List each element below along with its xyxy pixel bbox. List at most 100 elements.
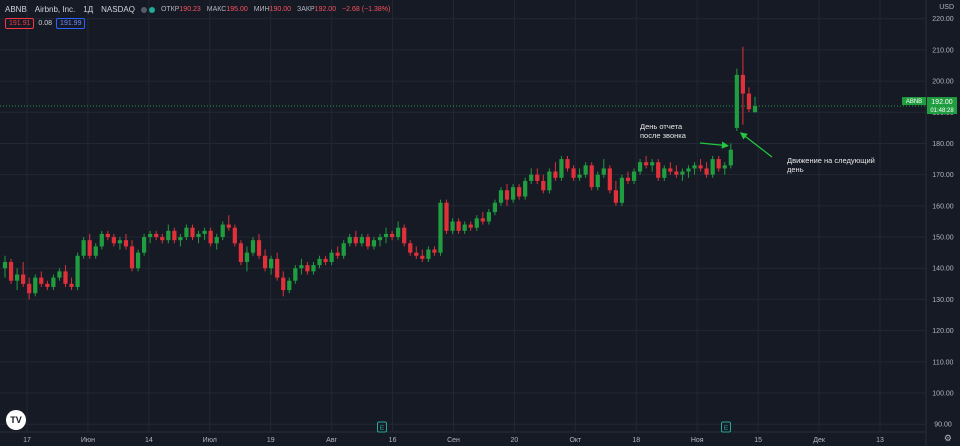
x-tick-label: 20	[511, 437, 519, 444]
candle-body	[420, 255, 425, 259]
currency-selector[interactable]: USD	[939, 4, 954, 11]
candle-body	[571, 168, 576, 178]
candle-body	[474, 218, 479, 228]
symbol-ticker[interactable]: ABNB	[5, 5, 27, 14]
candle-body	[135, 252, 141, 269]
candle-body	[238, 243, 244, 263]
candle-body	[166, 230, 171, 241]
candle-body	[613, 190, 619, 203]
exchange: NASDAQ	[101, 5, 135, 14]
candle-body	[408, 243, 413, 253]
buy-button[interactable]: 191.99	[56, 18, 86, 29]
candle-body	[371, 240, 377, 247]
y-tick-label: 150.00	[932, 235, 954, 242]
status-dots	[140, 6, 155, 13]
candle-body	[87, 240, 92, 256]
x-tick-label: 17	[23, 437, 31, 444]
candle-body	[559, 159, 564, 178]
x-tick-label: 15	[754, 437, 762, 444]
candle-body	[668, 168, 673, 172]
y-tick-label: 100.00	[932, 391, 954, 398]
candle-body	[220, 224, 225, 238]
candle-body	[553, 171, 558, 178]
candle-body	[383, 233, 389, 238]
y-tick-label: 220.00	[932, 16, 954, 23]
candle-body	[244, 252, 250, 263]
candle-body	[492, 202, 498, 213]
time-axis[interactable]: 17 Июн 14 Июл 19 Авг 16 Сен 20 Окт 18 Ноя 15 Дек 13	[0, 431, 926, 444]
candle-body	[347, 237, 352, 244]
candle-body	[317, 258, 322, 266]
y-tick-label: 120.00	[932, 328, 954, 335]
candle-body	[117, 240, 123, 244]
candle-body	[752, 106, 758, 113]
candle-body	[595, 174, 600, 188]
y-tick-label: 180.00	[932, 141, 954, 148]
candle-body	[686, 168, 691, 172]
candle-body	[93, 246, 98, 256]
y-tick-label: 210.00	[932, 47, 954, 54]
last-price-symbol: ABNB	[906, 99, 922, 105]
candle-body	[480, 218, 485, 222]
candle-body	[601, 168, 606, 175]
candle-body	[577, 174, 582, 178]
candle-body	[438, 202, 443, 253]
candle-body	[710, 159, 715, 175]
candle-body	[674, 171, 679, 175]
candle-body	[377, 237, 383, 241]
candle-body	[353, 237, 358, 244]
earnings-marker-label: E	[724, 425, 729, 432]
settings-gear-icon[interactable]: ⚙	[943, 433, 952, 443]
candle-body	[154, 233, 159, 238]
candle-body	[716, 159, 721, 169]
candle-body	[432, 249, 437, 253]
candle-body	[637, 162, 643, 172]
price-axis[interactable]: 90.00 100.00 110.00 120.00 130.00 140.00 150.0…	[925, 0, 954, 446]
candle-body	[202, 230, 207, 234]
candle-body	[14, 274, 20, 281]
earnings-marker-label: E	[380, 425, 385, 432]
candle-body	[299, 265, 304, 269]
x-tick-label: Сен	[447, 437, 460, 444]
candle-body	[287, 280, 292, 291]
report-day-label: после звонка	[640, 131, 687, 140]
x-tick-label: 18	[632, 437, 640, 444]
candle-body	[45, 283, 50, 287]
close-value: 192.00	[314, 6, 337, 13]
candle-body	[75, 255, 80, 287]
candle-body	[389, 233, 395, 238]
y-tick-label: 110.00	[933, 359, 954, 366]
interval[interactable]: 1Д	[83, 5, 94, 14]
low-label: МИН	[253, 6, 270, 13]
next-day-label: Движение на следующий	[787, 156, 875, 165]
candle-body	[21, 274, 26, 284]
candle-body	[105, 233, 110, 238]
candle-body	[148, 233, 153, 238]
sell-button[interactable]: 191.91	[5, 18, 35, 29]
low-value: 190.00	[269, 6, 292, 13]
candle-body	[631, 171, 637, 181]
candlestick-series	[2, 46, 758, 300]
candle-body	[129, 246, 135, 269]
market-status-icon	[140, 6, 147, 13]
candle-body	[281, 277, 286, 291]
tradingview-logo[interactable]: TV	[6, 410, 26, 430]
candle-body	[172, 230, 177, 241]
next-day-arrow	[739, 132, 773, 158]
candle-body	[305, 265, 310, 272]
candle-body	[486, 212, 491, 222]
candle-body	[8, 262, 14, 281]
y-tick-label: 200.00	[932, 79, 954, 86]
candle-body	[722, 165, 727, 169]
candle-body	[329, 252, 334, 263]
x-tick-label: Окт	[569, 437, 582, 444]
candle-body	[190, 227, 195, 238]
candle-body	[529, 174, 534, 181]
candle-body	[27, 283, 32, 294]
open-value: 190.23	[179, 6, 201, 13]
spread-value: 0.08	[38, 20, 53, 27]
x-tick-label: 19	[267, 437, 275, 444]
candle-body	[680, 171, 685, 175]
